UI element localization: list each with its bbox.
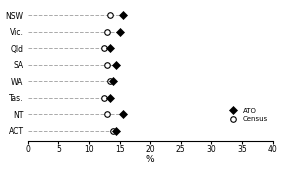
X-axis label: %: % [146,155,155,164]
Legend: ATO, Census: ATO, Census [225,106,269,124]
